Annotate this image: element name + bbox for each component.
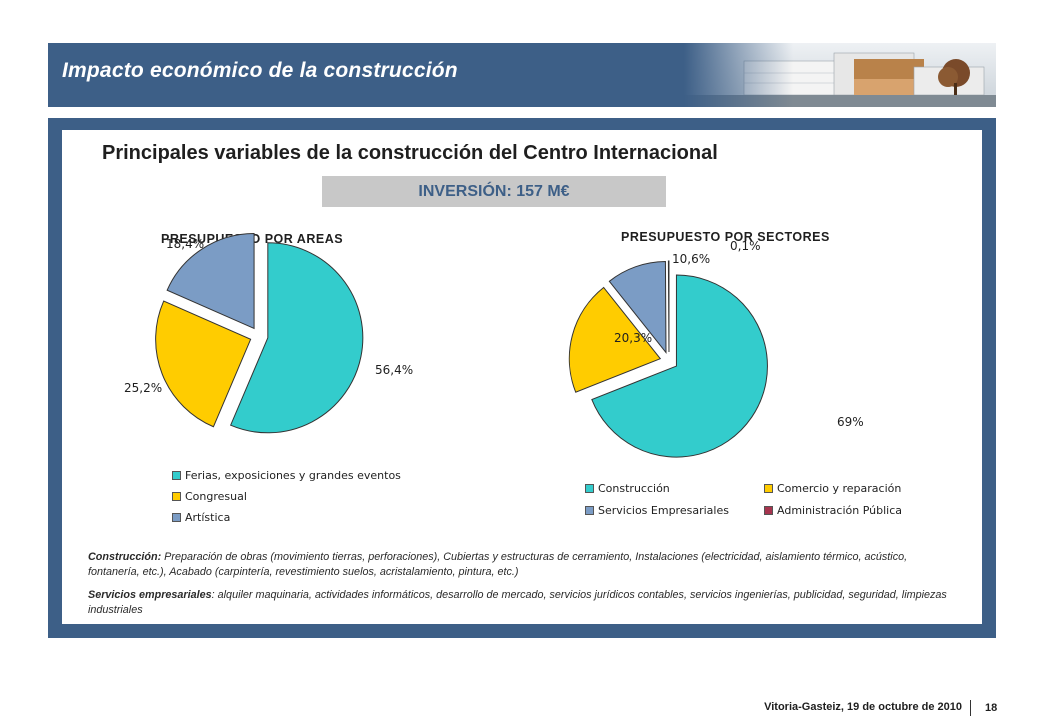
pie-data-label-1-0: 69% [837, 415, 864, 429]
pie-data-label-1-1: 20,3% [614, 331, 652, 345]
legend-swatch [585, 484, 594, 493]
content-panel: Principales variables de la construcción… [62, 130, 982, 624]
content-frame: Principales variables de la construcción… [48, 118, 996, 638]
note-servicios: Servicios empresariales: alquiler maquin… [88, 589, 947, 616]
legend-swatch [172, 513, 181, 522]
pie-chart-areas: 56,4% 25,2% 18,4% 69% 20,3% 10,6% 0,1% [124, 232, 864, 458]
legend-item-ferias: Ferias, exposiciones y grandes eventos [172, 469, 401, 482]
legend-item-administracion: Administración Pública [764, 504, 902, 517]
page-title: Impacto económico de la construcción [62, 59, 458, 82]
footer-divider [970, 700, 971, 716]
pie-slice-1-0 [591, 274, 768, 458]
pie-data-label-0-1: 25,2% [124, 381, 162, 395]
legend-swatch [585, 506, 594, 515]
chart-title-sectors: PRESUPUESTO POR SECTORES [621, 230, 830, 244]
pie-data-label-0-0: 56,4% [375, 363, 413, 377]
legend-item-congresual: Congresual [172, 490, 247, 503]
pie-data-label-0-2: 18,4% [166, 237, 204, 251]
pie-slice-1-1 [568, 286, 662, 393]
header-bar: Impacto económico de la construcción [48, 43, 996, 107]
note-construccion: Construcción: Preparación de obras (movi… [88, 551, 908, 578]
pie-data-label-1-3: 0,1% [730, 239, 761, 253]
pie-slice-1-2 [608, 261, 667, 354]
legend-item-construccion: Construcción [585, 482, 670, 495]
footer-location-date: Vitoria-Gasteiz, 19 de octubre de 2010 [764, 701, 962, 713]
pie-slice-0-2 [166, 232, 255, 330]
page-number: 18 [985, 702, 998, 714]
pie-slice-1-3 [667, 260, 670, 353]
building-photo-icon [684, 43, 996, 107]
legend-swatch [172, 492, 181, 501]
legend-item-artistica: Artística [172, 511, 230, 524]
legend-swatch [764, 484, 773, 493]
pie-slice-0-0 [229, 242, 364, 434]
legend-swatch [172, 471, 181, 480]
legend-item-servicios: Servicios Empresariales [585, 504, 729, 517]
investment-badge: INVERSIÓN: 157 M€ [322, 176, 666, 207]
pie-data-label-1-2: 10,6% [672, 252, 710, 266]
legend-swatch [764, 506, 773, 515]
section-title: Principales variables de la construcción… [102, 142, 718, 164]
pie-slice-0-1 [155, 300, 252, 428]
legend-item-comercio: Comercio y reparación [764, 482, 901, 495]
